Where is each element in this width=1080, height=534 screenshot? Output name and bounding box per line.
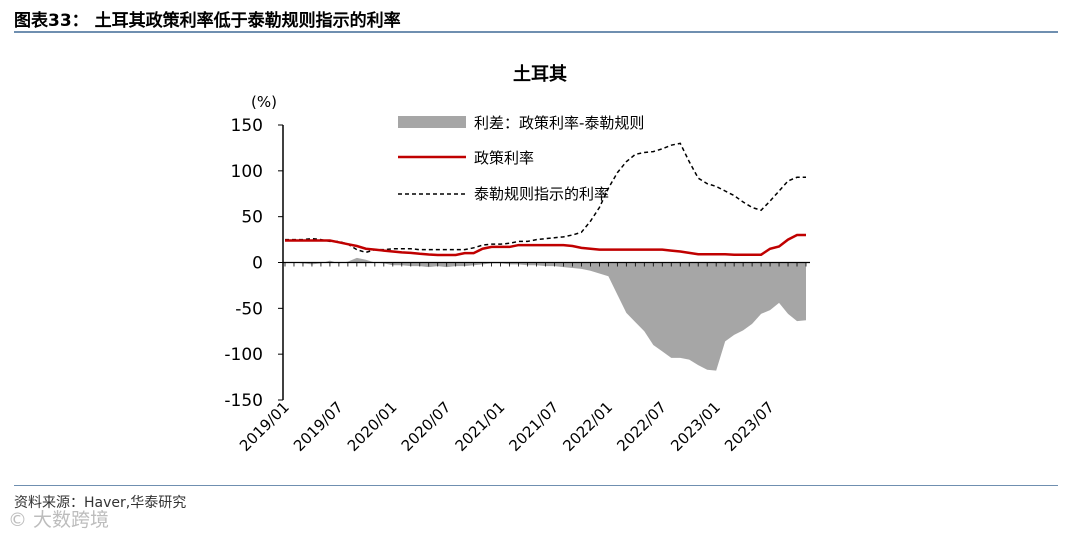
y-tick-label: 150 [231, 116, 263, 136]
x-tick-label: 2022/07 [613, 398, 670, 455]
x-tick-label: 2020/07 [398, 398, 455, 455]
x-tick-label: 2023/01 [667, 398, 724, 455]
y-axis-label: (%) [251, 93, 277, 111]
source-note: 资料来源：Haver,华泰研究 [14, 495, 187, 511]
top-rule [14, 31, 1058, 33]
y-tick-label: 0 [252, 254, 263, 274]
x-tick-label: 2023/07 [721, 398, 778, 455]
x-tick-label: 2020/01 [344, 398, 401, 455]
y-tick-label: -50 [235, 299, 263, 319]
series-spread-area [285, 257, 806, 371]
y-tick-label: -100 [224, 345, 263, 365]
legend-label-spread: 利差：政策利率-泰勒规则 [474, 114, 644, 132]
series-policy-rate-line [285, 233, 806, 257]
y-tick-label: -150 [224, 391, 263, 411]
y-tick-label: 50 [241, 208, 263, 228]
y-tick-label: 100 [231, 162, 263, 182]
chart-title: 土耳其 [513, 64, 567, 85]
x-tick-label: 2022/01 [559, 398, 616, 455]
bottom-rule [14, 485, 1058, 486]
x-tick-label: 2019/07 [290, 398, 347, 455]
x-tick-label: 2021/07 [506, 398, 563, 455]
x-tick-label: 2021/01 [452, 398, 509, 455]
watermark: © 大数跨境 [8, 509, 110, 531]
legend-label-taylor: 泰勒规则指示的利率 [474, 185, 609, 203]
series-taylor-rule-line [285, 142, 806, 254]
legend-label-policy: 政策利率 [474, 149, 534, 167]
figure-title: 图表33： 土耳其政策利率低于泰勒规则指示的利率 [14, 11, 401, 31]
legend-swatch-spread [398, 116, 466, 128]
